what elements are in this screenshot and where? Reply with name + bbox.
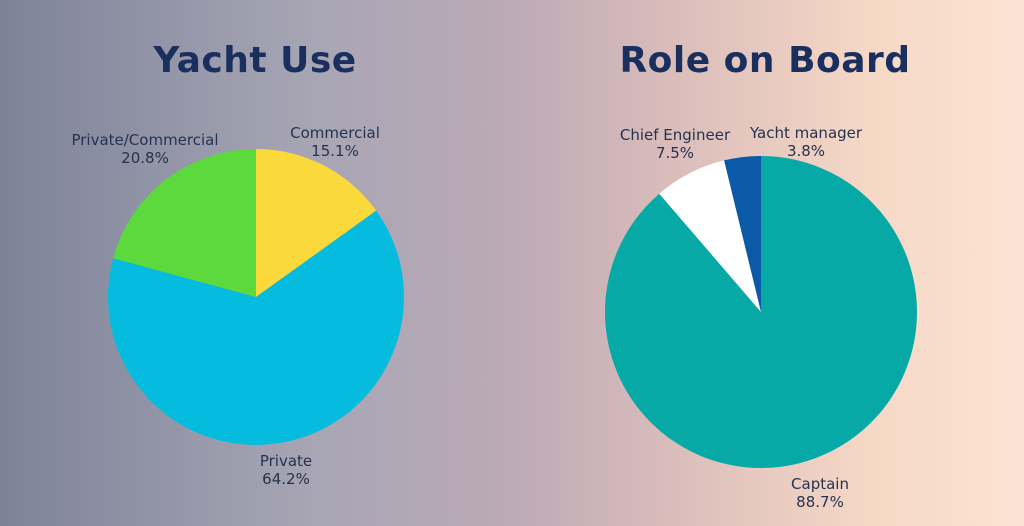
pie-slice-yacht-manager [724, 156, 761, 312]
label-yacht-manager: Yacht manager 3.8% [749, 124, 863, 160]
chart-title-role-on-board: Role on Board [619, 40, 911, 81]
pie-slice-commercial [256, 149, 377, 297]
chart-title-yacht-use: Yacht Use [153, 40, 357, 81]
label-captain: Captain 88.7% [791, 475, 849, 511]
pie-slice-chief-engineer [659, 160, 761, 312]
pie-slice-private-commercial [113, 149, 256, 297]
label-private-commercial: Private/Commercial 20.8% [71, 131, 219, 167]
label-chief-engineer: Chief Engineer 7.5% [619, 126, 731, 162]
label-commercial: Commercial 15.1% [290, 124, 380, 160]
pie-slice-private [107, 210, 405, 445]
label-private: Private 64.2% [259, 452, 313, 488]
